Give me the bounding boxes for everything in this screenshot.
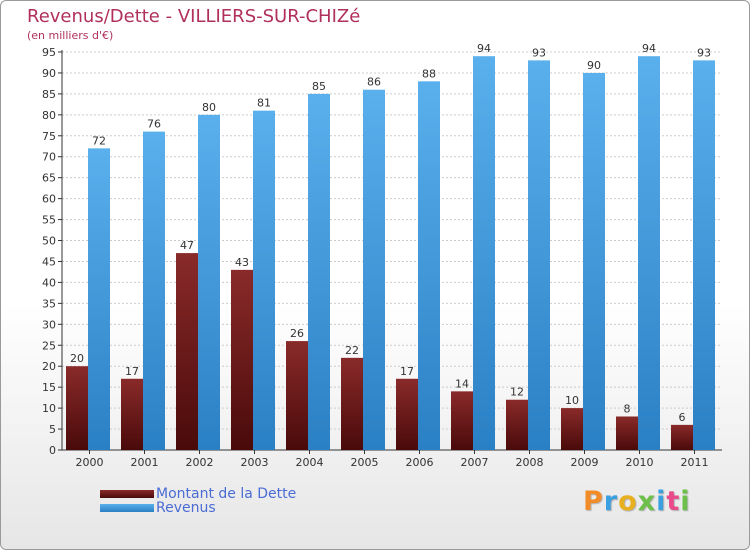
data-label-revenue: 86: [367, 76, 381, 89]
y-tick-label: 25: [42, 339, 56, 352]
bar-revenue: [418, 81, 440, 450]
logo-letter: i: [656, 486, 667, 517]
chart-subtitle: (en milliers d'€): [27, 29, 114, 42]
bar-revenue: [363, 89, 385, 450]
data-label-revenue: 88: [422, 67, 436, 80]
bar-revenue: [88, 148, 110, 450]
x-tick-label: 2008: [516, 456, 544, 469]
x-tick-label: 2002: [186, 456, 214, 469]
y-tick-label: 75: [42, 130, 56, 143]
data-label-revenue: 81: [257, 97, 271, 110]
x-tick-label: 2000: [76, 456, 104, 469]
bar-debt: [341, 357, 363, 450]
logo-letter: o: [618, 486, 638, 517]
bar-debt: [671, 424, 693, 450]
y-tick-label: 5: [49, 423, 56, 436]
y-tick-label: 45: [42, 255, 56, 268]
y-tick-label: 0: [49, 444, 56, 457]
data-label-revenue: 94: [642, 42, 656, 55]
logo-letter: x: [637, 486, 657, 517]
data-label-debt: 6: [679, 411, 686, 424]
x-tick-label: 2011: [681, 456, 709, 469]
data-label-revenue: 80: [202, 101, 216, 114]
chart-title: Revenus/Dette - VILLIERS-SUR-CHIZé: [27, 6, 361, 27]
data-label-revenue: 94: [477, 42, 491, 55]
bar-revenue: [693, 60, 715, 451]
bar-revenue: [253, 110, 275, 450]
x-tick-label: 2009: [571, 456, 599, 469]
data-label-revenue: 72: [92, 134, 106, 147]
y-tick-label: 10: [42, 402, 56, 415]
x-tick-label: 2005: [351, 456, 379, 469]
bar-debt: [616, 416, 638, 450]
legend-label-debt: Montant de la Dette: [156, 486, 297, 502]
data-label-revenue: 93: [532, 46, 546, 59]
x-tick-label: 2007: [461, 456, 489, 469]
bar-revenue: [308, 93, 330, 450]
bar-debt: [66, 366, 88, 450]
data-label-debt: 8: [624, 402, 631, 415]
x-tick-label: 2010: [626, 456, 654, 469]
y-tick-label: 20: [42, 360, 56, 373]
y-tick-label: 85: [42, 88, 56, 101]
y-tick-label: 55: [42, 214, 56, 227]
bar-debt: [231, 269, 253, 450]
legend-swatch-revenue: [100, 504, 154, 512]
bar-revenue: [143, 131, 165, 450]
bar-debt: [506, 399, 528, 450]
proxiti-logo: Proxiti: [583, 486, 691, 517]
data-label-debt: 14: [455, 377, 469, 390]
x-tick-label: 2001: [131, 456, 159, 469]
y-tick-label: 95: [42, 46, 56, 59]
data-label-debt: 20: [70, 352, 84, 365]
bar-revenue: [638, 56, 660, 450]
y-tick-label: 15: [42, 381, 56, 394]
data-label-debt: 10: [565, 394, 579, 407]
y-tick-label: 70: [42, 151, 56, 164]
data-label-revenue: 93: [697, 46, 711, 59]
logo-letter: P: [583, 486, 604, 517]
data-label-debt: 47: [180, 239, 194, 252]
bar-debt: [396, 378, 418, 450]
data-label-revenue: 85: [312, 80, 326, 93]
bar-debt: [561, 408, 583, 450]
y-tick-label: 65: [42, 172, 56, 185]
x-tick-label: 2004: [296, 456, 324, 469]
data-label-debt: 17: [125, 365, 139, 378]
bar-debt: [286, 341, 308, 450]
bar-debt: [451, 391, 473, 450]
logo-letter: i: [680, 486, 691, 517]
y-tick-label: 40: [42, 276, 56, 289]
data-label-debt: 22: [345, 344, 359, 357]
data-label-debt: 43: [235, 256, 249, 269]
data-label-debt: 26: [290, 327, 304, 340]
y-tick-label: 60: [42, 193, 56, 206]
x-tick-label: 2003: [241, 456, 269, 469]
bar-debt: [176, 253, 198, 450]
y-tick-label: 90: [42, 67, 56, 80]
logo-letter: r: [603, 486, 619, 517]
x-tick-label: 2006: [406, 456, 434, 469]
y-tick-label: 80: [42, 109, 56, 122]
data-label-revenue: 90: [587, 59, 601, 72]
legend-label-revenue: Revenus: [156, 500, 216, 516]
legend-swatch-debt: [100, 490, 154, 498]
bar-revenue: [198, 114, 220, 450]
data-label-debt: 12: [510, 386, 524, 399]
bar-revenue: [473, 56, 495, 450]
bar-revenue: [528, 60, 550, 451]
data-label-revenue: 76: [147, 118, 161, 131]
y-tick-label: 50: [42, 235, 56, 248]
y-tick-label: 30: [42, 318, 56, 331]
logo-letter: t: [666, 486, 681, 517]
y-tick-label: 35: [42, 297, 56, 310]
bar-revenue: [583, 72, 605, 451]
bar-debt: [121, 378, 143, 450]
data-label-debt: 17: [400, 365, 414, 378]
